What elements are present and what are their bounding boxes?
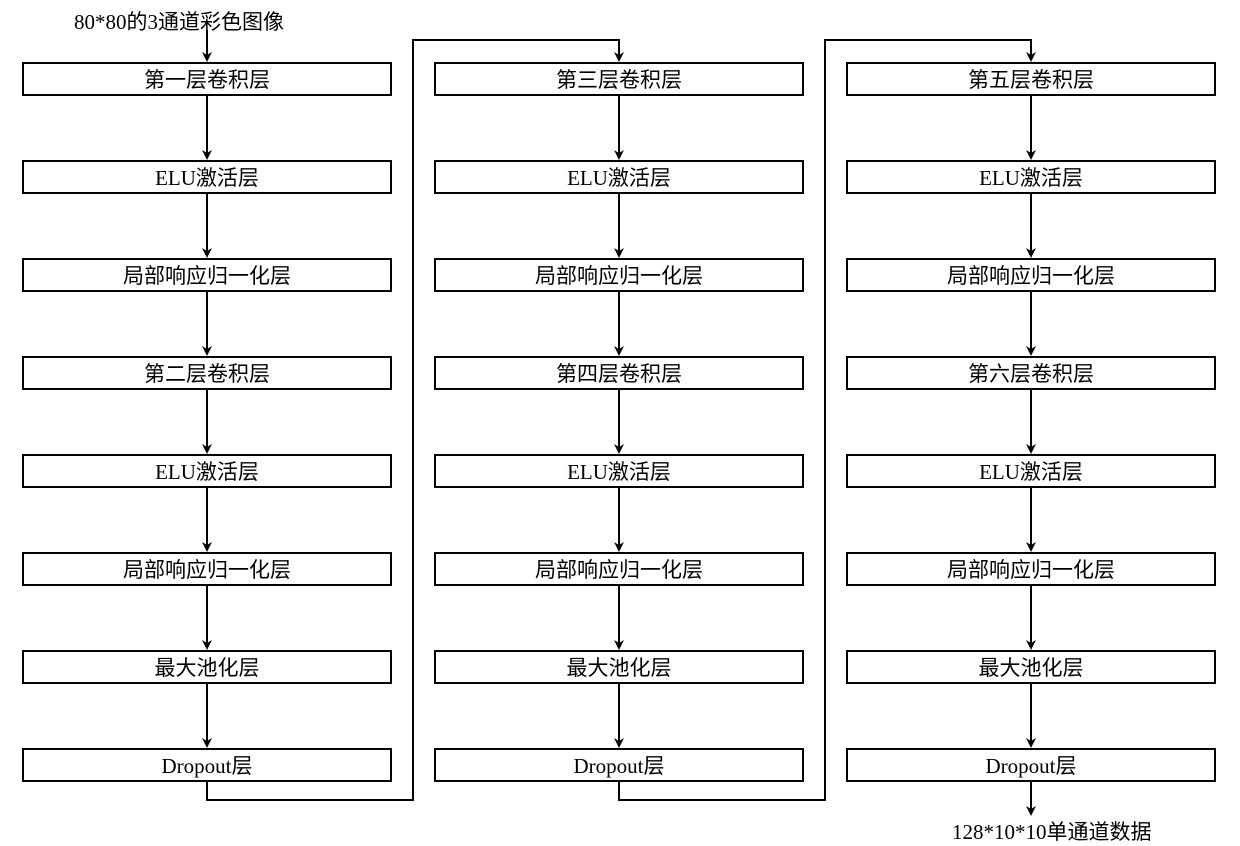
layer-box: ELU激活层 — [846, 160, 1216, 194]
layer-box: ELU激活层 — [434, 454, 804, 488]
layer-box: 第四层卷积层 — [434, 356, 804, 390]
layer-box: Dropout层 — [434, 748, 804, 782]
layer-box: Dropout层 — [846, 748, 1216, 782]
arrows-svg — [0, 0, 1240, 841]
input-label: 80*80的3通道彩色图像 — [74, 6, 284, 36]
layer-box: Dropout层 — [22, 748, 392, 782]
layer-box: 局部响应归一化层 — [22, 258, 392, 292]
layer-box: 最大池化层 — [434, 650, 804, 684]
layer-box: 第五层卷积层 — [846, 62, 1216, 96]
layer-box: ELU激活层 — [22, 160, 392, 194]
layer-box: 局部响应归一化层 — [22, 552, 392, 586]
layer-box: ELU激活层 — [846, 454, 1216, 488]
layer-box: 局部响应归一化层 — [434, 552, 804, 586]
layer-box: 第一层卷积层 — [22, 62, 392, 96]
layer-box: 第六层卷积层 — [846, 356, 1216, 390]
output-label: 128*10*10单通道数据 — [952, 816, 1152, 846]
layer-box: ELU激活层 — [434, 160, 804, 194]
layer-box: ELU激活层 — [22, 454, 392, 488]
layer-box: 最大池化层 — [22, 650, 392, 684]
layer-box: 最大池化层 — [846, 650, 1216, 684]
layer-box: 局部响应归一化层 — [846, 552, 1216, 586]
layer-box: 第二层卷积层 — [22, 356, 392, 390]
layer-box: 局部响应归一化层 — [846, 258, 1216, 292]
layer-box: 第三层卷积层 — [434, 62, 804, 96]
layer-box: 局部响应归一化层 — [434, 258, 804, 292]
